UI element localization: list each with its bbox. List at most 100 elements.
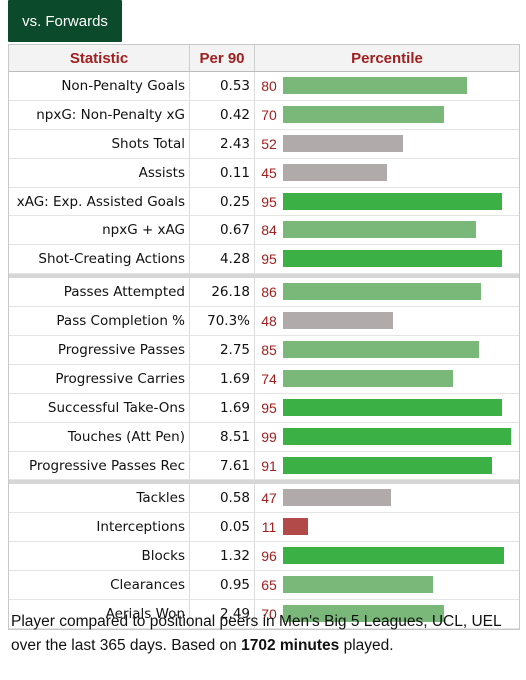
- percentile-bar: [283, 576, 433, 594]
- percentile-bar-track: [283, 72, 519, 100]
- percentile-value: 86: [261, 284, 277, 301]
- percentile-bar-track: [283, 216, 519, 244]
- table-row: Pass Completion % 70.3% 48: [9, 307, 519, 337]
- percentile-bar: [283, 192, 502, 210]
- stat-name: Clearances: [9, 571, 190, 600]
- per90-value: 0.42: [190, 100, 255, 129]
- per90-value: 1.69: [190, 364, 255, 393]
- percentile-bar: [283, 427, 511, 445]
- percentile-value: 74: [261, 370, 277, 387]
- table-body: Non-Penalty Goals 0.53 80 npxG: Non-Penalty…: [9, 72, 519, 629]
- percentile-bar-track: [283, 394, 519, 422]
- table-row: Passes Attempted 26.18 86: [9, 274, 519, 308]
- table-row: Blocks 1.32 96: [9, 542, 519, 572]
- percentile-value: 47: [261, 490, 277, 507]
- percentile-bar-track: [283, 423, 519, 451]
- per90-value: 1.32: [190, 542, 255, 571]
- table-row: Interceptions 0.05 11: [9, 513, 519, 543]
- percentile-bar-track: [283, 188, 519, 216]
- stat-name: Tackles: [9, 484, 190, 513]
- per90-value: 0.11: [190, 158, 255, 187]
- percentile-value: 65: [261, 577, 277, 594]
- percentile-bar: [283, 547, 504, 565]
- percentile-bar-track: [283, 484, 519, 512]
- percentile-bar-track: [283, 452, 519, 480]
- stat-name: Successful Take-Ons: [9, 393, 190, 422]
- stat-name: Progressive Carries: [9, 364, 190, 393]
- percentile-value: 96: [261, 548, 277, 565]
- per90-value: 0.95: [190, 571, 255, 600]
- percentile-value: 45: [261, 164, 277, 181]
- stat-name: Shot-Creating Actions: [9, 245, 190, 274]
- percentile-bar: [283, 605, 444, 623]
- per90-value: 1.69: [190, 393, 255, 422]
- table-row: xAG: Exp. Assisted Goals 0.25 95: [9, 187, 519, 217]
- percentile-bar-track: [283, 365, 519, 393]
- percentile-bar-track: [283, 159, 519, 187]
- stat-name: Touches (Att Pen): [9, 422, 190, 451]
- table-row: Tackles 0.58 47: [9, 480, 519, 514]
- percentile-value: 95: [261, 251, 277, 268]
- stat-name: Assists: [9, 158, 190, 187]
- percentile-bar: [283, 163, 387, 181]
- header-statistic[interactable]: Statistic: [9, 45, 190, 71]
- percentile-bar-track: [283, 336, 519, 364]
- table-row: Successful Take-Ons 1.69 95: [9, 393, 519, 423]
- percentile-bar: [283, 341, 479, 359]
- percentile-value: 84: [261, 222, 277, 239]
- per90-value: 0.05: [190, 513, 255, 542]
- stat-name: Non-Penalty Goals: [9, 72, 190, 100]
- percentile-value: 48: [261, 313, 277, 330]
- per90-value: 0.58: [190, 484, 255, 513]
- table-row: npxG + xAG 0.67 84: [9, 216, 519, 246]
- percentile-value: 91: [261, 457, 277, 474]
- stat-name: Interceptions: [9, 513, 190, 542]
- table-row: Non-Penalty Goals 0.53 80: [9, 72, 519, 101]
- percentile-bar-track: [283, 130, 519, 158]
- caption-minutes: 1702 minutes: [241, 637, 340, 654]
- percentile-bar: [283, 518, 309, 536]
- table-row: Touches (Att Pen) 8.51 99: [9, 422, 519, 452]
- percentile-bar: [283, 134, 403, 152]
- percentile-value: 99: [261, 428, 277, 445]
- stat-name: npxG: Non-Penalty xG: [9, 100, 190, 129]
- table-row: Shot-Creating Actions 4.28 95: [9, 245, 519, 275]
- percentile-bar: [283, 250, 502, 268]
- header-percentile[interactable]: Percentile: [351, 49, 423, 67]
- header-per90[interactable]: Per 90: [190, 45, 255, 71]
- percentile-bar-track: [283, 101, 519, 129]
- percentile-bar-track: [283, 571, 519, 599]
- percentile-value: 80: [261, 77, 277, 94]
- percentile-bar: [283, 283, 481, 301]
- percentile-value: 11: [261, 519, 277, 536]
- percentile-value: 52: [261, 135, 277, 152]
- per90-value: 2.49: [190, 600, 255, 628]
- per90-value: 0.53: [190, 72, 255, 100]
- table-row: Progressive Passes 2.75 85: [9, 336, 519, 365]
- per90-value: 7.61: [190, 451, 255, 480]
- percentile-bar-track: [283, 542, 519, 570]
- stat-name: Shots Total: [9, 129, 190, 158]
- percentile-bar-track: [283, 600, 519, 628]
- percentile-bar: [283, 489, 392, 507]
- percentile-value: 85: [261, 341, 277, 358]
- stat-name: npxG + xAG: [9, 216, 190, 245]
- stat-name: Pass Completion %: [9, 307, 190, 336]
- stat-name: Progressive Passes Rec: [9, 451, 190, 480]
- per90-value: 70.3%: [190, 307, 255, 336]
- tab-vs-forwards[interactable]: vs. Forwards: [8, 0, 122, 42]
- percentile-bar: [283, 456, 493, 474]
- percentile-value: 70: [261, 106, 277, 123]
- stat-name: Aerials Won: [9, 600, 190, 628]
- table-row: Assists 0.11 45: [9, 158, 519, 188]
- percentile-bar-track: [283, 245, 519, 273]
- percentile-bar-track: [283, 513, 519, 541]
- percentile-bar: [283, 398, 502, 416]
- table-row: npxG: Non-Penalty xG 0.42 70: [9, 100, 519, 130]
- per90-value: 0.25: [190, 187, 255, 216]
- percentile-value: 70: [261, 605, 277, 622]
- percentile-bar: [283, 369, 454, 387]
- caption: Player compared to positional peers in M…: [11, 610, 521, 658]
- table-row: Clearances 0.95 65: [9, 571, 519, 601]
- table-row: Progressive Passes Rec 7.61 91: [9, 451, 519, 481]
